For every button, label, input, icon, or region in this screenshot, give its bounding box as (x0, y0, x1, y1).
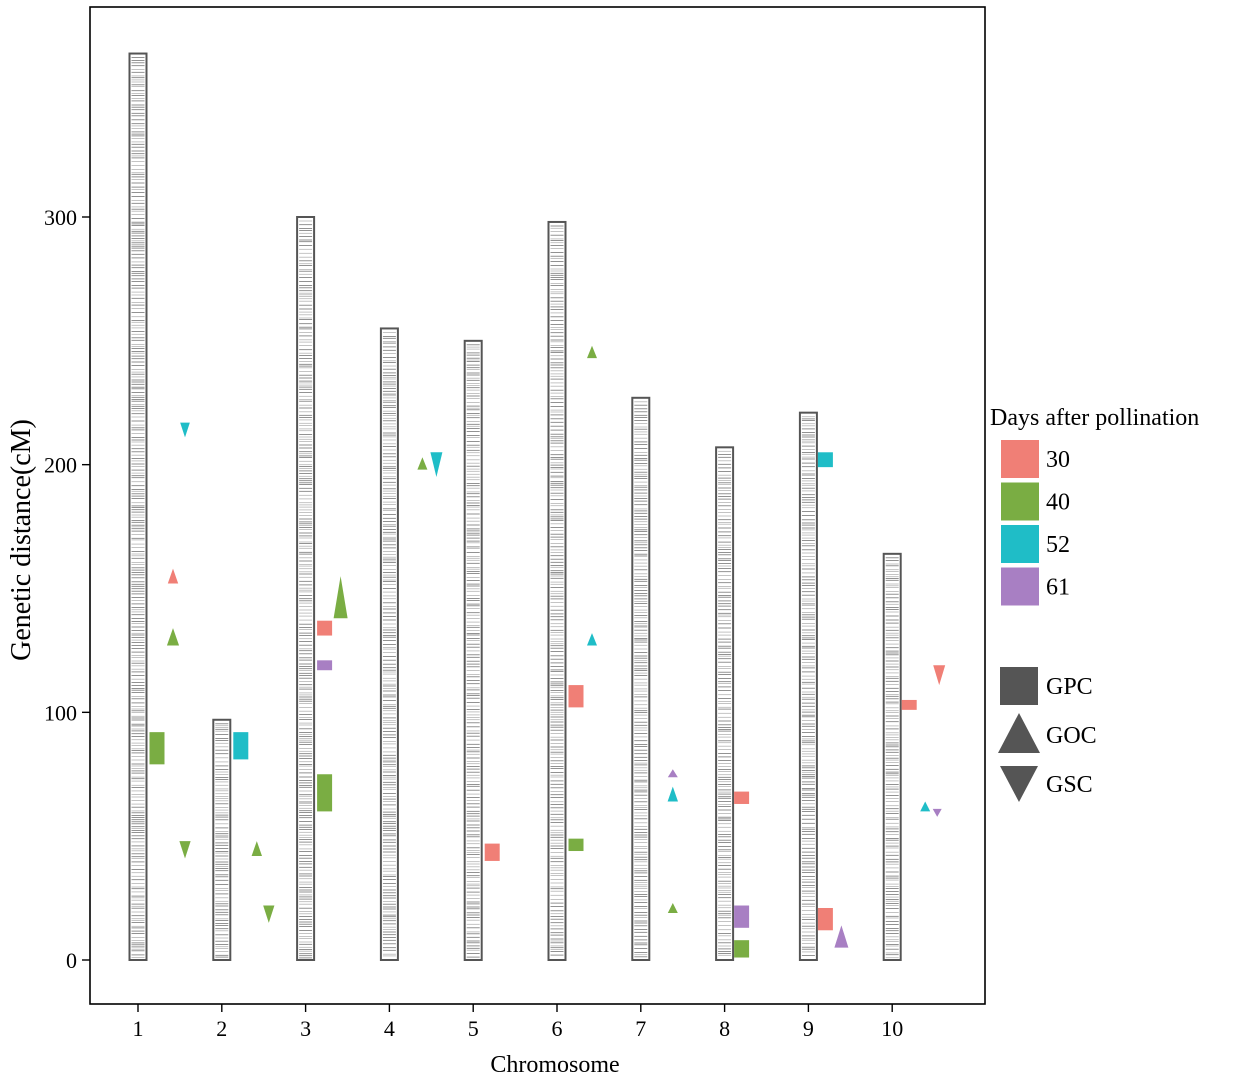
x-tick-label: 3 (300, 1016, 311, 1041)
qtl-goc-chr6-dap40 (587, 345, 597, 359)
x-tick-label: 10 (881, 1016, 903, 1041)
x-tick-label: 4 (384, 1016, 395, 1041)
legend-shape-label-gpc: GPC (1046, 674, 1093, 700)
chromosome-6 (547, 220, 567, 962)
chromosome-10 (882, 552, 902, 961)
qtl-gpc-chr6-dap40 (568, 838, 584, 852)
chromosome-bars (128, 52, 902, 962)
qtl-gpc-chr8-dap30 (734, 791, 750, 804)
legend-shape-gsc (1000, 766, 1038, 802)
legend-label-30: 30 (1046, 447, 1070, 473)
qtl-gpc-chr8-dap40 (734, 940, 750, 958)
qtl-gsc-chr1-dap52 (180, 422, 190, 438)
qtl-gpc-chr6-dap30 (568, 685, 584, 708)
legend: Days after pollination 30 40 52 61 GPC GOC GS… (990, 405, 1199, 802)
qtl-goc-chr4-dap40 (417, 457, 428, 470)
y-axis: 0 100 200 300 (44, 205, 90, 973)
chromosome-outline (463, 339, 483, 962)
chromosome-outline (379, 327, 399, 961)
chromosome-outline (547, 220, 567, 962)
legend-shape-goc (998, 713, 1040, 753)
chromosome-outline (882, 552, 902, 961)
x-axis-title: Chromosome (490, 1052, 619, 1078)
legend-title: Days after pollination (990, 405, 1199, 431)
legend-shape-label-gsc: GSC (1046, 772, 1093, 798)
x-tick-label: 1 (133, 1016, 144, 1041)
chromosome-8 (715, 446, 735, 961)
x-tick-label: 5 (468, 1016, 479, 1041)
legend-shape-label-goc: GOC (1046, 723, 1097, 749)
qtl-gpc-chr3-dap30 (317, 620, 333, 636)
qtl-gsc-chr10-dap61 (932, 808, 942, 817)
x-tick-label: 2 (216, 1016, 227, 1041)
legend-label-40: 40 (1046, 490, 1070, 516)
y-tick-label: 0 (66, 948, 77, 973)
legend-swatch-40 (1001, 482, 1039, 521)
chromosome-1 (128, 52, 148, 962)
qtl-gpc-chr8-dap61 (734, 905, 750, 928)
chromosome-outline (296, 216, 316, 961)
legend-swatch-61 (1001, 567, 1039, 606)
x-tick-label: 7 (635, 1016, 646, 1041)
qtl-goc-chr10-dap52 (920, 801, 931, 812)
qtl-goc-chr1-dap30 (167, 568, 179, 584)
qtl-goc-chr3-dap40 (333, 576, 348, 619)
legend-shape-gpc (1000, 667, 1038, 705)
qtl-goc-chr7-dap61 (667, 769, 678, 778)
x-axis: 1 2 3 4 5 6 7 8 9 10 (133, 1004, 903, 1041)
qtl-gpc-chr1-dap40 (149, 732, 165, 765)
qtl-goc-chr7-dap52 (667, 786, 679, 802)
chromosome-outline (715, 446, 735, 961)
qtl-goc-chr9-dap61 (834, 925, 849, 948)
x-tick-label: 6 (552, 1016, 563, 1041)
legend-color-keys: 30 40 52 61 (1001, 440, 1070, 606)
plot-panel (89, 6, 986, 1005)
legend-label-52: 52 (1046, 532, 1070, 558)
qtl-goc-chr7-dap40 (667, 903, 678, 913)
qtl-gsc-chr2-dap40 (263, 905, 275, 923)
y-tick-label: 200 (44, 453, 77, 478)
chromosome-9 (798, 411, 818, 961)
qtl-gpc-chr3-dap40 (317, 774, 333, 812)
qtl-gpc-chr10-dap30 (901, 699, 917, 710)
chromosome-4 (379, 327, 399, 961)
legend-swatch-52 (1001, 525, 1039, 563)
legend-shape-keys: GPC GOC GSC (998, 667, 1097, 802)
qtl-gpc-chr2-dap52 (233, 732, 249, 760)
qtl-gpc-chr3-dap61 (317, 660, 333, 671)
qtl-goc-chr2-dap40 (251, 841, 263, 856)
legend-swatch-30 (1001, 440, 1039, 478)
chromosome-outline (128, 52, 148, 962)
x-tick-label: 9 (803, 1016, 814, 1041)
legend-label-61: 61 (1046, 575, 1070, 601)
y-tick-label: 300 (44, 205, 77, 230)
qtl-gsc-chr1-dap40 (179, 841, 191, 859)
qtl-goc-chr6-dap52 (587, 633, 597, 646)
y-tick-label: 100 (44, 700, 77, 725)
qtl-gpc-chr9-dap30 (817, 907, 833, 931)
qtl-gpc-chr9-dap52 (817, 452, 833, 468)
chromosome-2 (212, 718, 232, 961)
qtl-markers (149, 345, 946, 958)
qtl-goc-chr1-dap40 (166, 628, 180, 646)
x-tick-label: 8 (719, 1016, 730, 1041)
qtl-gpc-chr5-dap30 (484, 843, 500, 861)
y-axis-title: Genetic distance(cM) (6, 419, 37, 661)
chromosome-outline (212, 718, 232, 961)
chromosome-outline (631, 396, 651, 961)
chromosome-3 (296, 216, 316, 961)
qtl-gsc-chr10-dap30 (933, 665, 946, 686)
qtl-gsc-chr4-dap52 (430, 452, 443, 478)
chromosome-outline (798, 411, 818, 961)
chromosome-5 (463, 339, 483, 962)
chromosome-7 (631, 396, 651, 961)
